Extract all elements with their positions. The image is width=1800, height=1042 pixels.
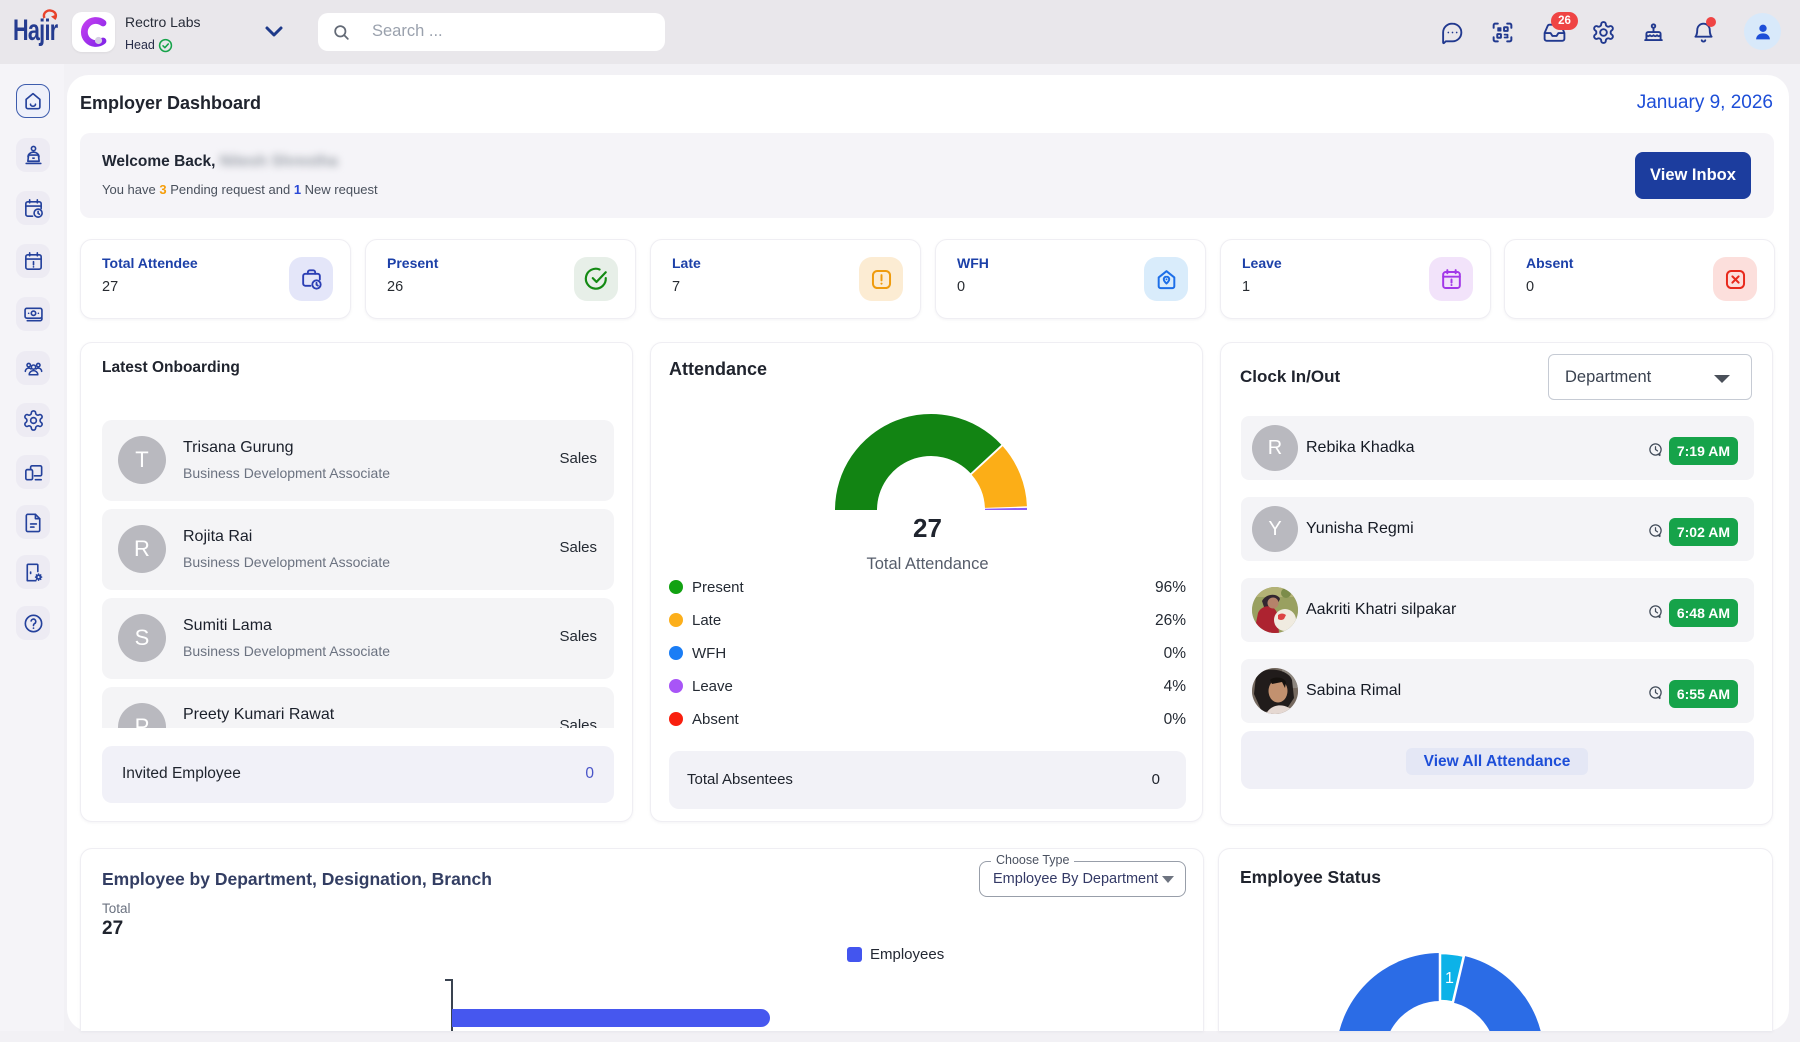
svg-text:1: 1 [1445, 970, 1454, 987]
